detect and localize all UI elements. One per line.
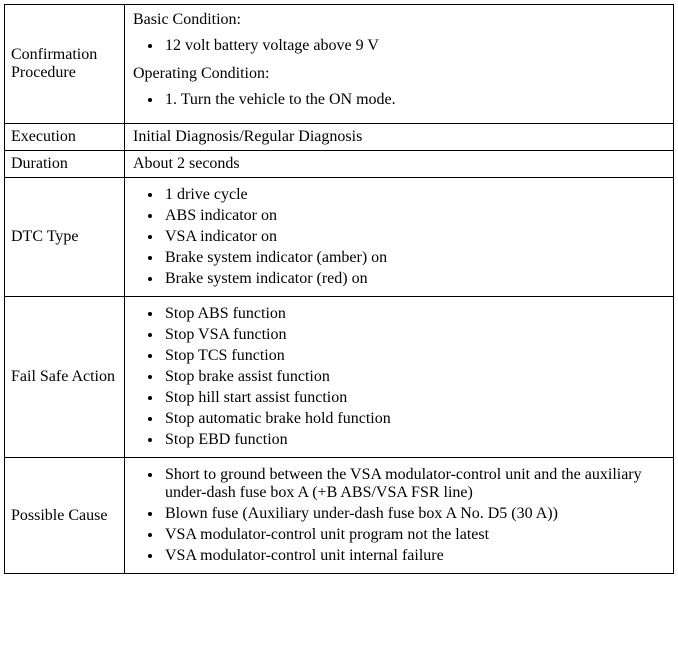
content-possible-cause: Short to ground between the VSA modulato… <box>125 458 674 574</box>
label-dtc-type: DTC Type <box>5 178 125 297</box>
content-execution: Initial Diagnosis/Regular Diagnosis <box>125 124 674 151</box>
operating-condition-header: Operating Condition: <box>133 65 667 83</box>
list-item: Brake system indicator (red) on <box>163 270 667 288</box>
list-item: Stop TCS function <box>163 347 667 365</box>
label-execution: Execution <box>5 124 125 151</box>
content-confirmation: Basic Condition: 12 volt battery voltage… <box>125 5 674 124</box>
row-fail-safe: Fail Safe Action Stop ABS function Stop … <box>5 297 674 458</box>
list-item: ABS indicator on <box>163 207 667 225</box>
list-item: VSA indicator on <box>163 228 667 246</box>
basic-condition-header: Basic Condition: <box>133 11 667 29</box>
list-item: 12 volt battery voltage above 9 V <box>163 37 667 55</box>
operating-condition-list: 1. Turn the vehicle to the ON mode. <box>133 91 667 109</box>
row-duration: Duration About 2 seconds <box>5 151 674 178</box>
fail-safe-list: Stop ABS function Stop VSA function Stop… <box>133 305 667 449</box>
list-item: Stop ABS function <box>163 305 667 323</box>
list-item: Stop brake assist function <box>163 368 667 386</box>
diagnostic-table: Confirmation Procedure Basic Condition: … <box>4 4 674 574</box>
row-execution: Execution Initial Diagnosis/Regular Diag… <box>5 124 674 151</box>
list-item: Blown fuse (Auxiliary under-dash fuse bo… <box>163 505 667 523</box>
dtc-type-list: 1 drive cycle ABS indicator on VSA indic… <box>133 186 667 288</box>
label-possible-cause: Possible Cause <box>5 458 125 574</box>
list-item: 1 drive cycle <box>163 186 667 204</box>
list-item: VSA modulator-control unit program not t… <box>163 526 667 544</box>
list-item: Brake system indicator (amber) on <box>163 249 667 267</box>
label-confirmation: Confirmation Procedure <box>5 5 125 124</box>
list-item: Stop hill start assist function <box>163 389 667 407</box>
list-item: Stop VSA function <box>163 326 667 344</box>
label-fail-safe: Fail Safe Action <box>5 297 125 458</box>
content-duration: About 2 seconds <box>125 151 674 178</box>
list-item: Stop automatic brake hold function <box>163 410 667 428</box>
list-item: Stop EBD function <box>163 431 667 449</box>
row-dtc-type: DTC Type 1 drive cycle ABS indicator on … <box>5 178 674 297</box>
possible-cause-list: Short to ground between the VSA modulato… <box>133 466 667 565</box>
list-item: VSA modulator-control unit internal fail… <box>163 547 667 565</box>
basic-condition-list: 12 volt battery voltage above 9 V <box>133 37 667 55</box>
content-dtc-type: 1 drive cycle ABS indicator on VSA indic… <box>125 178 674 297</box>
list-item: Short to ground between the VSA modulato… <box>163 466 667 502</box>
list-item: 1. Turn the vehicle to the ON mode. <box>163 91 667 109</box>
label-duration: Duration <box>5 151 125 178</box>
row-confirmation: Confirmation Procedure Basic Condition: … <box>5 5 674 124</box>
row-possible-cause: Possible Cause Short to ground between t… <box>5 458 674 574</box>
content-fail-safe: Stop ABS function Stop VSA function Stop… <box>125 297 674 458</box>
